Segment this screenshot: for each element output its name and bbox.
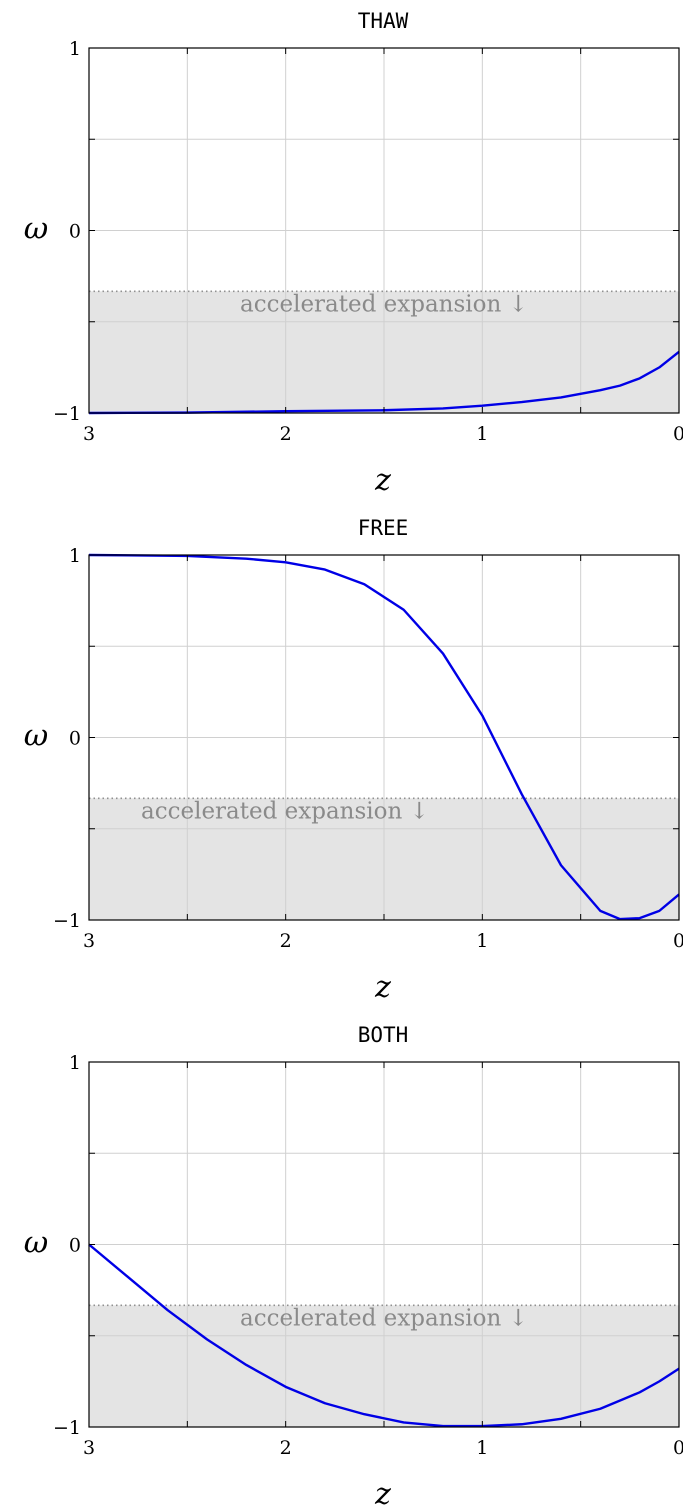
y-tick-label: 0 [69, 221, 81, 243]
x-tick-label: 1 [476, 423, 488, 445]
x-tick-label: 2 [280, 930, 292, 952]
x-axis-label: z [374, 970, 391, 1005]
panel-title: BOTH [358, 1023, 409, 1047]
region-label: accelerated expansion ↓ [141, 798, 429, 824]
region-label: accelerated expansion ↓ [240, 1305, 528, 1331]
y-axis-label: ω [24, 212, 48, 247]
x-axis-label: z [374, 463, 391, 498]
y-tick-label: 0 [69, 728, 81, 750]
x-tick-label: 0 [673, 423, 683, 445]
x-tick-label: 2 [280, 1437, 292, 1459]
y-tick-label: 1 [69, 38, 81, 60]
region-label: accelerated expansion ↓ [240, 291, 528, 317]
x-tick-label: 0 [673, 1437, 683, 1459]
x-tick-label: 1 [476, 930, 488, 952]
x-tick-label: 2 [280, 423, 292, 445]
x-tick-label: 3 [83, 1437, 95, 1459]
x-axis-label: z [374, 1477, 391, 1506]
panel-both: accelerated expansion ↓ 3 2 1 0 1 0 −1 BOTH z ω [24, 1023, 683, 1506]
panel-title: FREE [358, 516, 409, 540]
y-tick-label: −1 [53, 403, 81, 425]
y-axis-label: ω [24, 719, 48, 754]
y-tick-label: 1 [69, 1052, 81, 1074]
x-tick-label: 0 [673, 930, 683, 952]
panel-free: accelerated expansion ↓ 3 2 1 0 1 0 −1 FREE z ω [24, 516, 683, 1005]
y-axis-label: ω [24, 1226, 48, 1261]
series-line [88, 553, 680, 921]
x-tick-label: 3 [83, 930, 95, 952]
y-tick-label: 0 [69, 1235, 81, 1257]
x-tick-label: 3 [83, 423, 95, 445]
panel-title: THAW [358, 9, 409, 33]
y-tick-label: −1 [53, 1417, 81, 1439]
panel-thaw: accelerated expansion ↓ 3 2 1 0 1 0 −1 THAW z ω [24, 9, 683, 498]
y-tick-label: 1 [69, 545, 81, 567]
x-tick-label: 1 [476, 1437, 488, 1459]
series-line [88, 1243, 680, 1428]
y-tick-label: −1 [53, 910, 81, 932]
